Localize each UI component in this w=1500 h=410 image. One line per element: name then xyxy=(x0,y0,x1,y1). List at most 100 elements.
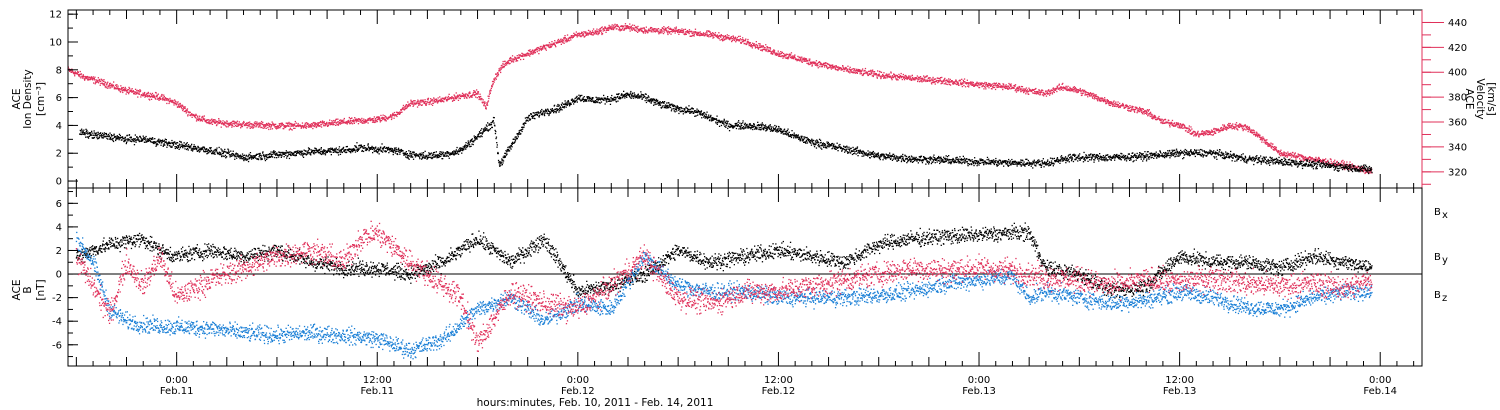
data-point xyxy=(228,152,230,154)
data-point xyxy=(641,28,643,30)
data-point xyxy=(572,36,574,38)
data-point xyxy=(545,47,547,49)
data-point xyxy=(244,124,246,126)
data-point xyxy=(835,68,837,71)
data-point xyxy=(1262,136,1264,138)
data-point xyxy=(902,76,904,78)
data-point xyxy=(305,125,307,127)
data-point xyxy=(385,116,387,118)
data-point xyxy=(322,150,324,152)
data-point xyxy=(577,35,579,37)
data-point xyxy=(103,80,105,82)
data-point xyxy=(618,27,621,29)
data-point xyxy=(391,117,393,119)
data-point xyxy=(543,46,545,49)
data-point xyxy=(1304,158,1306,161)
data-point xyxy=(904,74,906,77)
data-point xyxy=(86,129,88,132)
data-point xyxy=(91,130,93,132)
data-point xyxy=(1131,105,1133,107)
data-point xyxy=(406,106,408,108)
data-point xyxy=(1218,131,1220,133)
data-point xyxy=(174,147,176,150)
data-point xyxy=(934,83,936,85)
data-point xyxy=(937,80,939,82)
data-point xyxy=(813,63,816,65)
data-point xyxy=(569,37,571,39)
data-point xyxy=(876,76,878,78)
data-point xyxy=(382,118,384,121)
data-point xyxy=(594,33,596,35)
data-point xyxy=(874,73,876,76)
data-point xyxy=(1114,105,1116,107)
data-point xyxy=(536,49,539,51)
data-point xyxy=(806,62,808,64)
data-point xyxy=(174,146,176,148)
data-point xyxy=(293,127,295,129)
data-point xyxy=(1336,160,1338,163)
data-point xyxy=(112,84,114,86)
data-point xyxy=(261,123,264,125)
data-point xyxy=(1203,134,1205,137)
data-point xyxy=(519,54,521,56)
data-point xyxy=(653,29,655,31)
data-point xyxy=(1234,128,1236,130)
data-point xyxy=(500,71,502,74)
data-point xyxy=(234,121,236,123)
data-point xyxy=(490,87,492,89)
data-point xyxy=(280,122,282,124)
data-point xyxy=(819,66,821,68)
data-point xyxy=(282,151,284,154)
data-point xyxy=(808,63,810,66)
data-point xyxy=(933,78,936,81)
data-point xyxy=(488,97,490,100)
data-point xyxy=(1017,88,1019,91)
data-point xyxy=(1161,118,1163,121)
data-point xyxy=(1112,105,1114,107)
data-point xyxy=(1082,89,1084,91)
data-point xyxy=(265,122,268,125)
data-point xyxy=(74,71,76,73)
data-point xyxy=(190,114,192,116)
data-point xyxy=(587,29,590,32)
data-point xyxy=(117,136,120,138)
data-point xyxy=(259,122,261,124)
data-point xyxy=(84,132,86,134)
data-point xyxy=(379,121,381,123)
data-point xyxy=(792,58,795,60)
data-point xyxy=(471,95,473,97)
data-point xyxy=(94,83,96,85)
data-point xyxy=(1081,90,1083,92)
data-point xyxy=(966,82,968,85)
data-point xyxy=(886,76,888,78)
data-point xyxy=(413,102,416,104)
data-point xyxy=(155,145,157,147)
data-point xyxy=(319,153,322,155)
data-point xyxy=(583,36,586,38)
data-point xyxy=(257,153,259,155)
data-point xyxy=(849,70,852,72)
data-point xyxy=(108,84,110,86)
data-point xyxy=(79,73,81,76)
data-point xyxy=(280,151,282,154)
data-point xyxy=(752,42,754,44)
data-point xyxy=(207,152,210,154)
data-point xyxy=(977,85,979,87)
data-point xyxy=(156,94,159,96)
data-point xyxy=(955,79,957,82)
data-point xyxy=(1125,104,1128,106)
data-point xyxy=(121,136,124,138)
data-point xyxy=(493,78,496,81)
data-point xyxy=(597,33,599,36)
data-point xyxy=(575,31,577,33)
data-point xyxy=(174,103,177,105)
data-point xyxy=(783,56,785,58)
data-point xyxy=(211,123,214,125)
data-point xyxy=(158,97,160,100)
data-point xyxy=(504,64,506,66)
data-point xyxy=(487,101,489,103)
data-point xyxy=(768,50,771,52)
data-point xyxy=(345,121,348,123)
data-point xyxy=(1146,112,1148,114)
data-point xyxy=(864,67,867,70)
